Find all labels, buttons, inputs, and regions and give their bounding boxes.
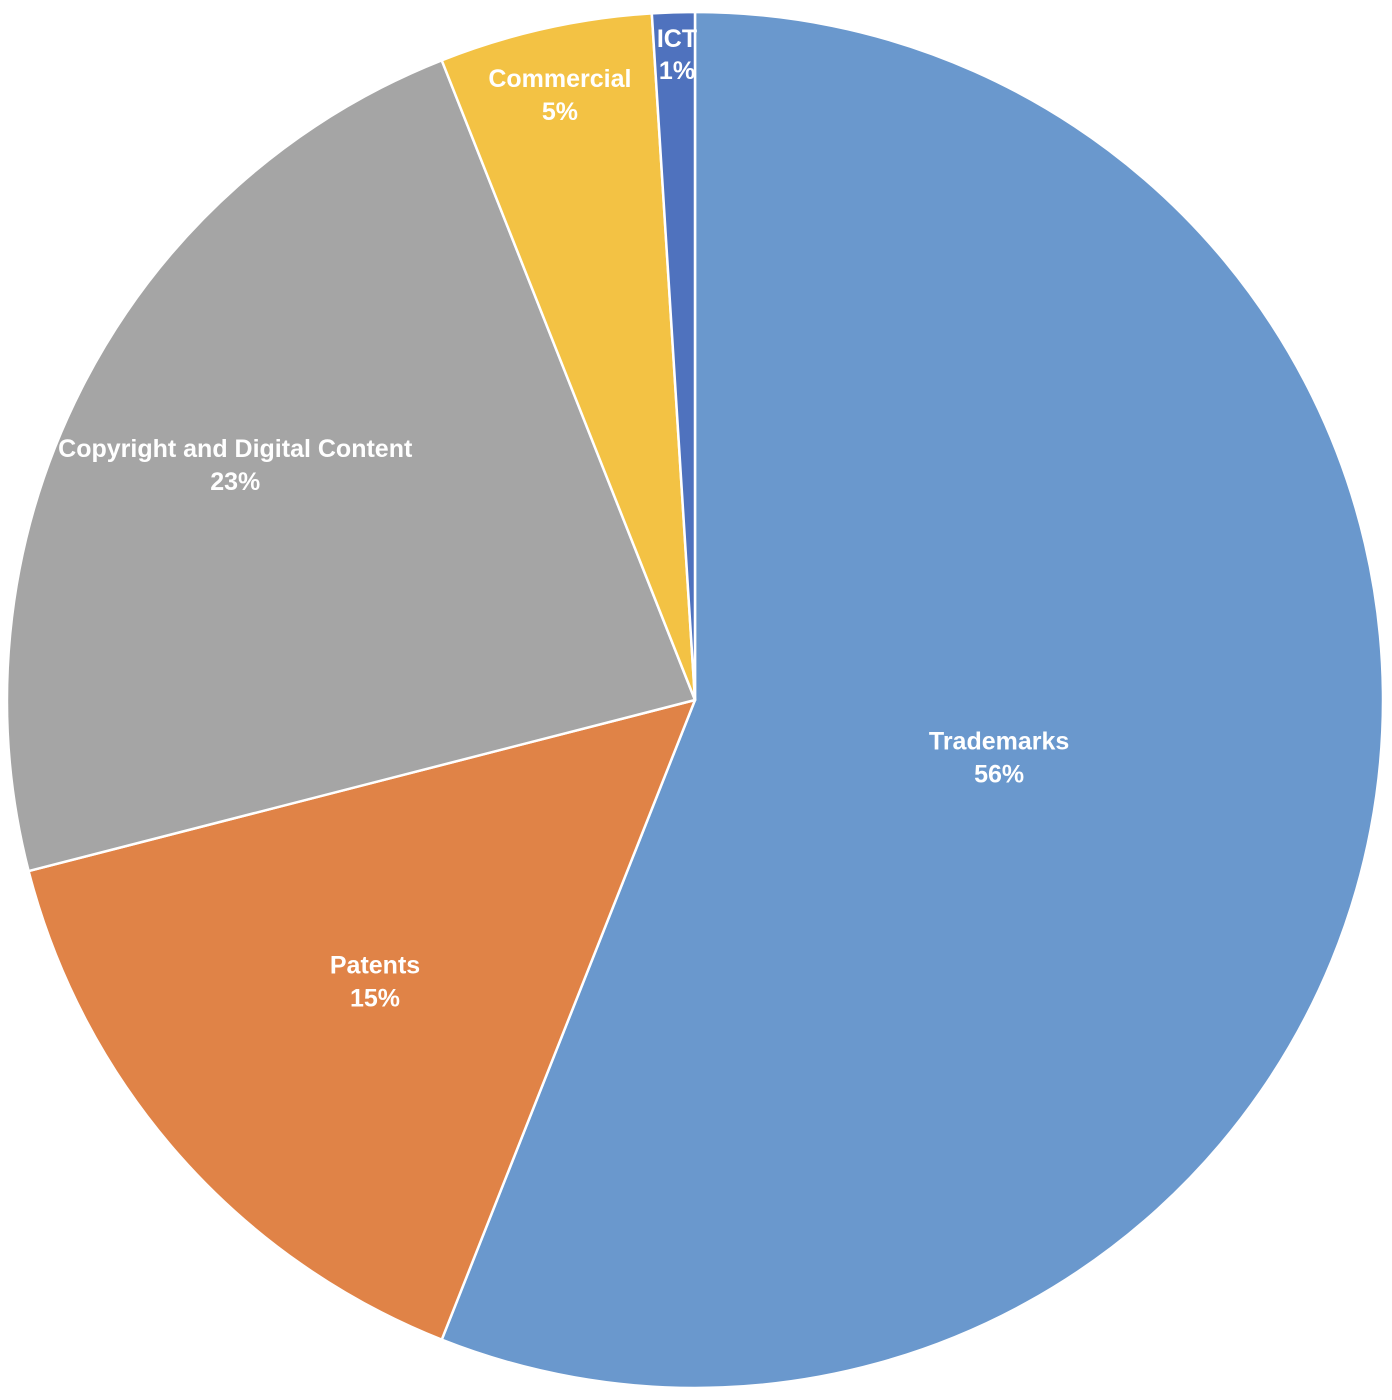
pie-slice-copyright-and-digital-content bbox=[5, 59, 697, 873]
pie-label-category-ict: ICT bbox=[657, 25, 697, 53]
pie-label-percent-trademarks: 56% bbox=[974, 761, 1024, 789]
pie-slice-ict bbox=[650, 10, 697, 702]
pie-label-category-patents: Patents bbox=[330, 952, 420, 980]
pie-label-category-commercial: Commercial bbox=[488, 65, 631, 93]
pie-labels: Trademarks 56% Patents 15% Copyright and Dig… bbox=[58, 25, 1069, 1013]
pie-label-percent-copyright-and-digital-content: 23% bbox=[210, 468, 260, 496]
pie-label-percent-commercial: 5% bbox=[542, 98, 578, 126]
pie-label-category-trademarks: Trademarks bbox=[929, 728, 1069, 756]
pie-label-category-copyright-and-digital-content: Copyright and Digital Content bbox=[58, 435, 413, 463]
pie-slices bbox=[5, 10, 1385, 1390]
pie-label-percent-ict: 1% bbox=[659, 57, 695, 85]
pie-label-percent-patents: 15% bbox=[350, 985, 400, 1013]
pie-slice-trademarks bbox=[440, 10, 1385, 1390]
pie-slice-commercial bbox=[440, 12, 697, 702]
pie-slice-patents bbox=[27, 698, 697, 1341]
